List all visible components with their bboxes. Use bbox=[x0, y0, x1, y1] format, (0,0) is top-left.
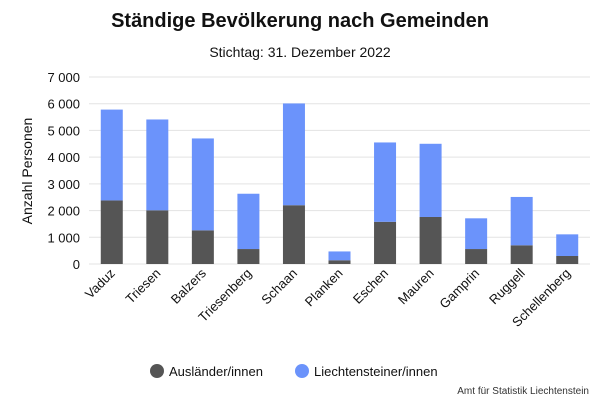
bar-schellenberg-liechtensteiner bbox=[556, 234, 579, 256]
y-tick-label: 7 000 bbox=[47, 70, 80, 85]
bar-eschen-liechtensteiner bbox=[374, 142, 397, 222]
legend-label: Ausländer/innen bbox=[169, 364, 263, 379]
x-tick-label: Triesen bbox=[123, 266, 164, 307]
bar-triesenberg-auslaender bbox=[237, 249, 260, 264]
bar-gamprin-auslaender bbox=[465, 249, 488, 264]
bars bbox=[100, 103, 579, 264]
bar-vaduz-liechtensteiner bbox=[100, 109, 123, 201]
bar-balzers-liechtensteiner bbox=[191, 138, 214, 231]
y-tick-label: 2 000 bbox=[47, 204, 80, 219]
x-tick-label: Planken bbox=[302, 266, 346, 310]
bar-gamprin-liechtensteiner bbox=[465, 218, 488, 250]
x-tick-label: Vaduz bbox=[82, 266, 118, 302]
x-tick-label: Schaan bbox=[258, 266, 300, 308]
y-tick-label: 5 000 bbox=[47, 123, 80, 138]
bar-schellenberg-auslaender bbox=[556, 255, 579, 264]
y-tick-label: 4 000 bbox=[47, 150, 80, 165]
bar-schaan-auslaender bbox=[282, 205, 305, 264]
source-note: Amt für Statistik Liechtenstein bbox=[457, 386, 589, 397]
bar-planken-auslaender bbox=[328, 260, 351, 264]
y-tick-label: 6 000 bbox=[47, 97, 80, 112]
y-axis-label: Anzahl Personen bbox=[19, 118, 35, 225]
bar-triesenberg-liechtensteiner bbox=[237, 193, 260, 250]
legend-swatch bbox=[295, 364, 309, 378]
x-tick-label: Mauren bbox=[395, 266, 437, 308]
bar-schaan-liechtensteiner bbox=[282, 103, 305, 206]
bar-triesen-liechtensteiner bbox=[146, 119, 169, 211]
x-tick-label: Gamprin bbox=[436, 266, 482, 312]
chart-title: Ständige Bevölkerung nach Gemeinden bbox=[111, 10, 489, 32]
legend: Ausländer/innen Liechtensteiner/innen bbox=[150, 364, 438, 379]
legend-swatch bbox=[150, 364, 164, 378]
bar-balzers-auslaender bbox=[191, 230, 214, 264]
x-tick-label: Eschen bbox=[350, 266, 391, 307]
y-tick-label: 3 000 bbox=[47, 177, 80, 192]
bar-ruggell-auslaender bbox=[510, 245, 533, 264]
bar-eschen-auslaender bbox=[374, 221, 397, 264]
bar-triesen-auslaender bbox=[146, 210, 169, 264]
x-tick-label: Balzers bbox=[168, 265, 210, 307]
gridlines bbox=[89, 76, 590, 265]
legend-label: Liechtensteiner/innen bbox=[314, 364, 438, 379]
bar-ruggell-liechtensteiner bbox=[510, 196, 533, 246]
x-tick-label: Ruggell bbox=[486, 265, 528, 307]
y-tick-label: 1 000 bbox=[47, 230, 80, 245]
y-axis-ticks: 0 1 000 2 000 3 000 4 000 5 000 6 000 7 000 bbox=[47, 70, 80, 272]
bar-vaduz-auslaender bbox=[100, 200, 123, 264]
bar-planken-liechtensteiner bbox=[328, 251, 351, 261]
chart-subtitle: Stichtag: 31. Dezember 2022 bbox=[209, 44, 391, 60]
bar-mauren-liechtensteiner bbox=[419, 143, 442, 217]
y-tick-label: 0 bbox=[73, 257, 80, 272]
bar-mauren-auslaender bbox=[419, 216, 442, 264]
